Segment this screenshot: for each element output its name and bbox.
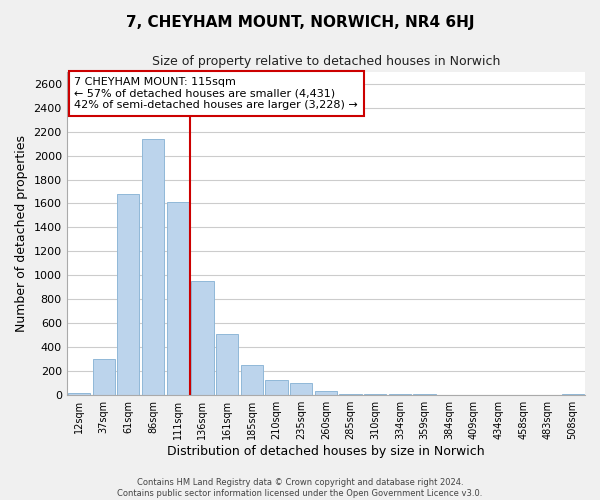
Bar (68, 393, 90, 394)
Bar (167, 202, 189, 394)
Text: Contains HM Land Registry data © Crown copyright and database right 2024.
Contai: Contains HM Land Registry data © Crown c… (118, 478, 482, 498)
Bar (216, 334, 238, 394)
Bar (265, 380, 287, 394)
Bar (92, 360, 115, 394)
Bar (290, 384, 312, 394)
Bar (241, 366, 263, 394)
Y-axis label: Number of detached properties: Number of detached properties (15, 135, 28, 332)
Title: Size of property relative to detached houses in Norwich: Size of property relative to detached ho… (152, 55, 500, 68)
Text: 7, CHEYHAM MOUNT, NORWICH, NR4 6HJ: 7, CHEYHAM MOUNT, NORWICH, NR4 6HJ (126, 15, 474, 30)
Text: 7 CHEYHAM MOUNT: 115sqm
← 57% of detached houses are smaller (4,431)
42% of semi: 7 CHEYHAM MOUNT: 115sqm ← 57% of detache… (74, 77, 358, 110)
Bar (117, 194, 139, 394)
X-axis label: Distribution of detached houses by size in Norwich: Distribution of detached houses by size … (167, 444, 485, 458)
Bar (315, 391, 337, 394)
Bar (142, 139, 164, 394)
Bar (191, 280, 214, 394)
